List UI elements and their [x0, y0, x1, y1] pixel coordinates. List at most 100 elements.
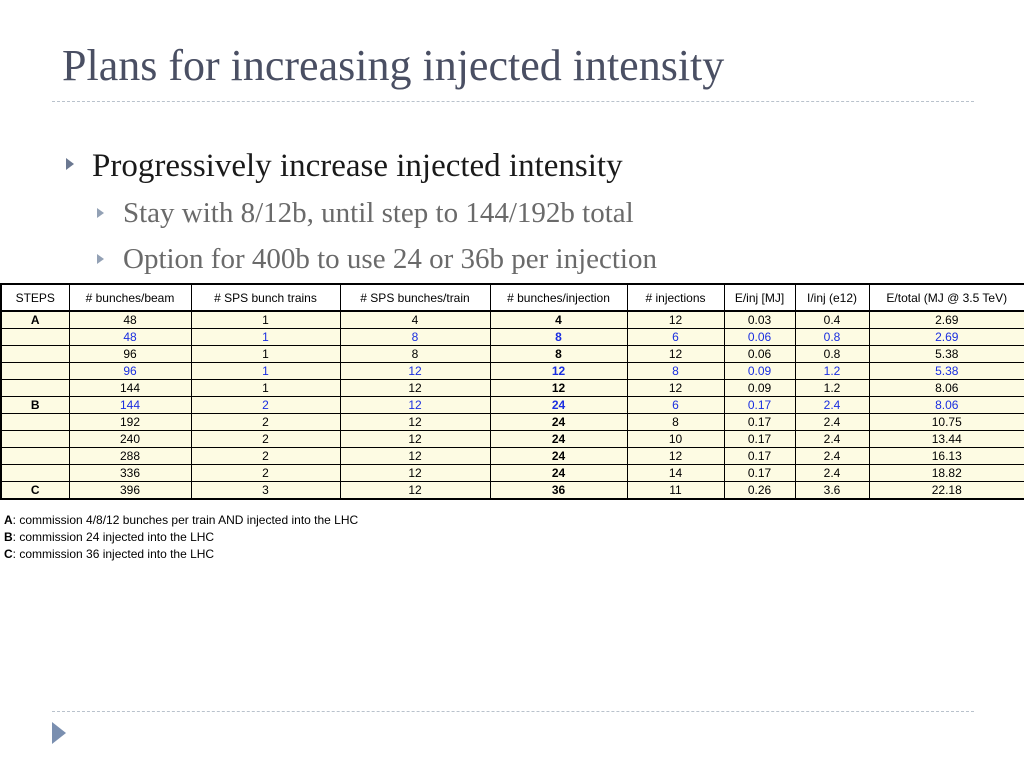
table-cell: 24	[489, 430, 628, 448]
table-cell: 48	[68, 328, 192, 346]
bullet-arrow-icon	[97, 208, 104, 218]
step-cell	[0, 430, 70, 448]
table-cell: 6	[626, 396, 725, 414]
step-cell: C	[0, 481, 70, 500]
table-cell: 1	[190, 362, 341, 380]
column-header: STEPS	[0, 283, 70, 312]
table-cell: 144	[68, 379, 192, 397]
step-cell	[0, 362, 70, 380]
table-cell: 24	[489, 447, 628, 465]
table-cell: 2	[190, 430, 341, 448]
table-cell: 96	[68, 345, 192, 363]
table-cell: 5.38	[868, 362, 1024, 380]
table-cell: 22.18	[868, 481, 1024, 500]
slide-title: Plans for increasing injected intensity	[62, 41, 725, 90]
step-cell	[0, 413, 70, 431]
table-row: C 396 3 12 36 11 0.26 3.6 22.18	[0, 481, 1024, 500]
table-cell: 0.06	[723, 345, 796, 363]
step-cell: A	[0, 310, 70, 329]
table-cell: 12	[339, 447, 491, 465]
table-cell: 12	[626, 379, 725, 397]
table-cell: 1	[190, 310, 341, 329]
table-cell: 288	[68, 447, 192, 465]
table-cell: 12	[339, 481, 491, 500]
table-cell: 10	[626, 430, 725, 448]
footnote: A: commission 4/8/12 bunches per train A…	[4, 512, 358, 529]
table-body: A 48 1 4 4 12 0.03 0.4 2.69 48 1 8 8 6 0.06 0.8 2.69 96 1 8…	[0, 310, 1024, 500]
table-cell: 12	[339, 413, 491, 431]
table-cell: 144	[68, 396, 192, 414]
footnote-text: : commission 4/8/12 bunches per train AN…	[12, 513, 359, 527]
table-cell: 1	[190, 379, 341, 397]
table-row: B 144 2 12 24 6 0.17 2.4 8.06	[0, 396, 1024, 414]
table-cell: 24	[489, 413, 628, 431]
table-cell: 8	[489, 328, 628, 346]
intensity-table: STEPS # bunches/beam # SPS bunch trains …	[0, 283, 1024, 500]
table-cell: 0.09	[723, 379, 796, 397]
footnotes: A: commission 4/8/12 bunches per train A…	[4, 512, 358, 563]
table-cell: 0.17	[723, 430, 796, 448]
column-header: # injections	[626, 283, 725, 312]
table-cell: 0.17	[723, 464, 796, 482]
column-header: E/inj [MJ]	[723, 283, 796, 312]
table-cell: 12	[489, 379, 628, 397]
table-cell: 2	[190, 396, 341, 414]
table-cell: 2.4	[794, 447, 870, 465]
table-cell: 6	[626, 328, 725, 346]
bullet-arrow-icon	[97, 254, 104, 264]
table-cell: 12	[626, 447, 725, 465]
table-cell: 2.4	[794, 396, 870, 414]
table-cell: 8	[339, 328, 491, 346]
table-cell: 5.38	[868, 345, 1024, 363]
table-cell: 2.69	[868, 328, 1024, 346]
table-cell: 1.2	[794, 379, 870, 397]
table-row: 96 1 8 8 12 0.06 0.8 5.38	[0, 345, 1024, 363]
table-cell: 48	[68, 310, 192, 329]
table-cell: 2.69	[868, 310, 1024, 329]
footnote: C: commission 36 injected into the LHC	[4, 546, 358, 563]
table-cell: 1.2	[794, 362, 870, 380]
table-cell: 0.26	[723, 481, 796, 500]
column-header: I/inj (e12)	[794, 283, 870, 312]
table-cell: 8	[626, 362, 725, 380]
footnote-text: : commission 24 injected into the LHC	[12, 530, 215, 544]
table-cell: 4	[489, 310, 628, 329]
column-header: # SPS bunches/train	[339, 283, 491, 312]
table-cell: 11	[626, 481, 725, 500]
table-cell: 240	[68, 430, 192, 448]
table-cell: 0.17	[723, 413, 796, 431]
step-cell	[0, 464, 70, 482]
footnote: B: commission 24 injected into the LHC	[4, 529, 358, 546]
table-cell: 8	[626, 413, 725, 431]
table-cell: 12	[626, 310, 725, 329]
table-cell: 1	[190, 328, 341, 346]
table-cell: 0.03	[723, 310, 796, 329]
table-cell: 0.4	[794, 310, 870, 329]
bullet-level2: Option for 400b to use 24 or 36b per inj…	[123, 243, 657, 275]
table-cell: 8.06	[868, 379, 1024, 397]
step-cell	[0, 447, 70, 465]
step-cell: B	[0, 396, 70, 414]
table-cell: 3.6	[794, 481, 870, 500]
table-cell: 8	[339, 345, 491, 363]
table-row: 192 2 12 24 8 0.17 2.4 10.75	[0, 413, 1024, 431]
column-header: # bunches/beam	[68, 283, 192, 312]
table-cell: 4	[339, 310, 491, 329]
table-cell: 2	[190, 413, 341, 431]
table-cell: 192	[68, 413, 192, 431]
footnote-key: A	[4, 513, 13, 527]
table-cell: 0.17	[723, 447, 796, 465]
table-cell: 13.44	[868, 430, 1024, 448]
table-cell: 2	[190, 447, 341, 465]
table-cell: 18.82	[868, 464, 1024, 482]
table-cell: 0.06	[723, 328, 796, 346]
table-cell: 2.4	[794, 413, 870, 431]
footnote-key: C	[4, 547, 13, 561]
table-cell: 16.13	[868, 447, 1024, 465]
table-cell: 12	[489, 362, 628, 380]
table-cell: 0.09	[723, 362, 796, 380]
step-cell	[0, 379, 70, 397]
table-cell: 0.17	[723, 396, 796, 414]
next-slide-icon[interactable]	[52, 722, 66, 744]
table-cell: 36	[489, 481, 628, 500]
